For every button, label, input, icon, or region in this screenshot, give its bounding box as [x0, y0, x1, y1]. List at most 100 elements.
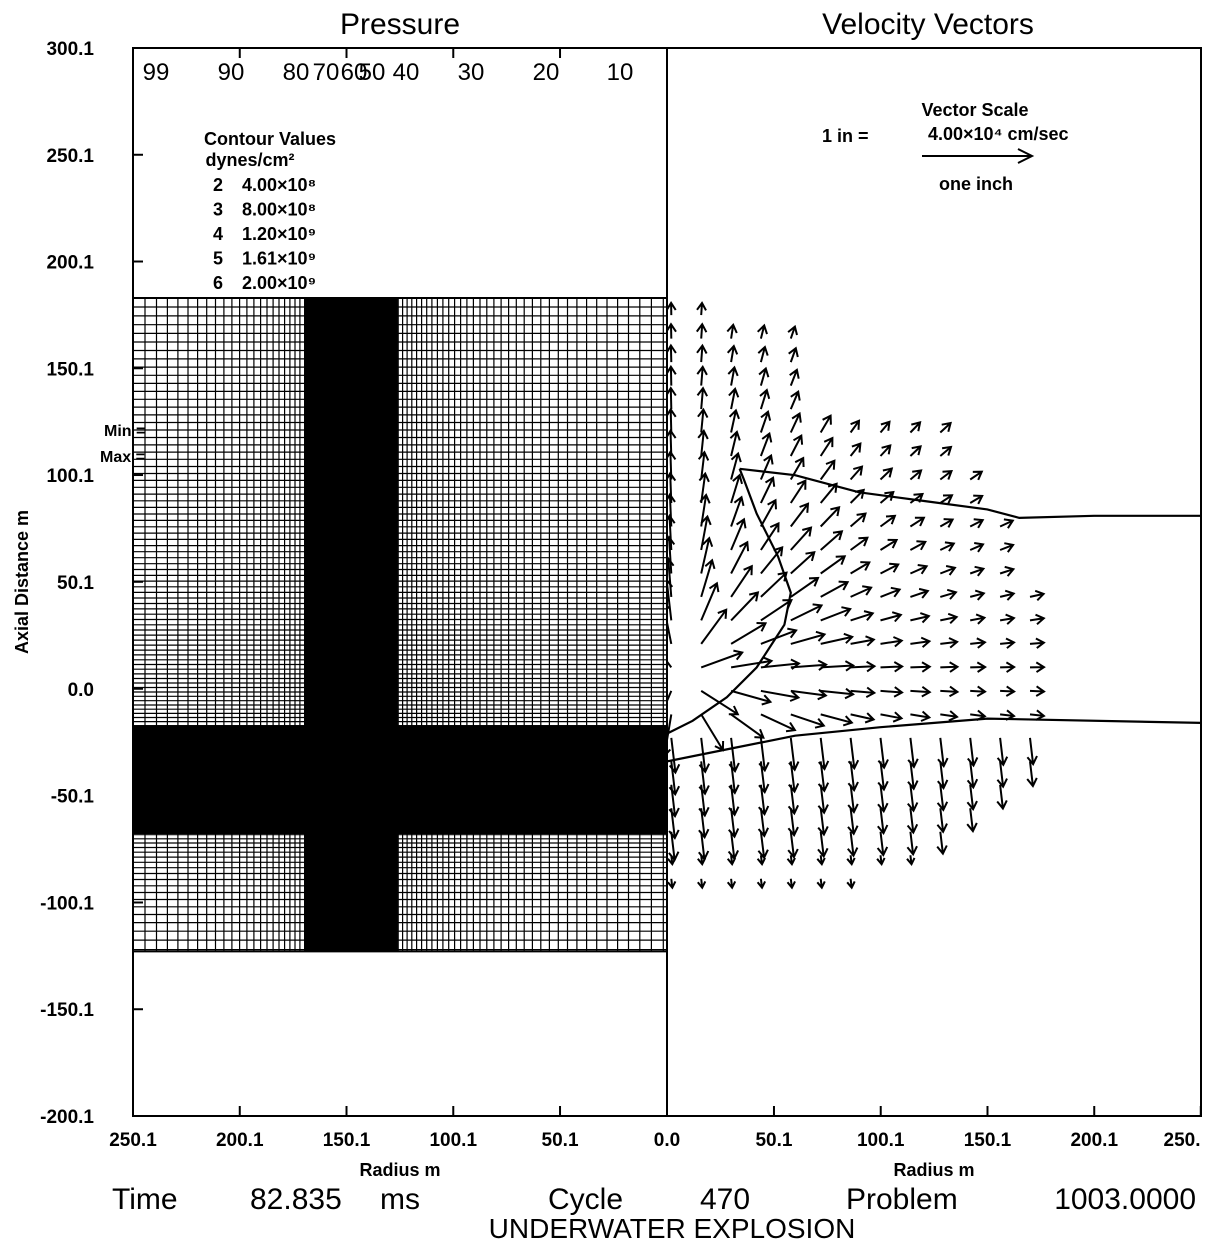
velocity-vector [760, 713, 797, 733]
velocity-vector [789, 411, 802, 433]
x-tick-label-left: 150.1 [323, 1130, 371, 1151]
velocity-vector [910, 710, 932, 722]
cycle-label: Cycle [548, 1183, 623, 1216]
vector-scale: Vector Scale 1 in = 4.00×10⁴ cm/sec one … [822, 100, 1069, 194]
velocity-vector [940, 612, 959, 625]
velocity-vector [787, 808, 799, 838]
velocity-vector [760, 627, 798, 645]
velocity-vector [879, 490, 895, 504]
velocity-vector [697, 407, 709, 433]
velocity-vector [846, 878, 856, 890]
velocity-vector [789, 479, 807, 504]
y-tick-label: 50.1 [57, 573, 94, 594]
velocity-vector [969, 589, 986, 601]
velocity-vector [846, 855, 856, 867]
velocity-vector [910, 636, 932, 648]
top-contour-label: 80 [283, 59, 310, 86]
velocity-vector [909, 469, 923, 481]
velocity-vector [966, 761, 979, 790]
velocity-vector [790, 713, 826, 729]
velocity-vector [789, 389, 801, 410]
velocity-vector [817, 784, 829, 815]
velocity-vector [879, 444, 892, 457]
velocity-vector [698, 471, 710, 504]
legend-entry-value: 4.00×10⁸ [242, 175, 316, 195]
velocity-vector [876, 855, 886, 867]
interface-curve-lower [667, 717, 1201, 763]
time-label: Time [112, 1183, 178, 1216]
velocity-vector [820, 713, 854, 727]
velocity-vector [850, 712, 876, 724]
velocity-vector [940, 685, 960, 698]
velocity-vector [849, 465, 864, 481]
velocity-vector [730, 473, 743, 504]
velocity-vector [847, 784, 859, 814]
x-tick-label-right: 50.1 [755, 1130, 792, 1151]
velocity-vector [880, 661, 904, 673]
velocity-vector [910, 661, 932, 673]
velocity-vector [730, 591, 760, 622]
legend-entry-value: 8.00×10⁸ [242, 200, 316, 220]
velocity-vector [667, 690, 673, 704]
velocity-vector [879, 467, 894, 481]
velocity-vector [790, 502, 810, 528]
velocity-vector [909, 421, 922, 434]
velocity-vector [700, 536, 714, 574]
left-panel-title: Pressure [340, 8, 460, 41]
velocity-vector [970, 685, 987, 697]
velocity-vector [730, 540, 750, 574]
velocity-vector [728, 408, 740, 433]
velocity-vector [906, 808, 919, 835]
velocity-vector [910, 612, 931, 624]
velocity-vector [790, 576, 820, 598]
velocity-vector [966, 808, 978, 833]
velocity-vector [730, 713, 765, 739]
velocity-vector [940, 661, 960, 673]
velocity-vector [667, 513, 676, 551]
velocity-vector [695, 322, 708, 339]
velocity-vector [730, 622, 768, 645]
velocity-vector [820, 606, 852, 622]
velocity-vector [880, 586, 902, 598]
velocity-vector [969, 518, 985, 529]
velocity-vector [820, 660, 856, 672]
y-tick-label: 150.1 [46, 359, 94, 380]
velocity-vector [789, 434, 804, 457]
footer: Time 82.835 ms Cycle 470 Problem 1003.00… [112, 1183, 1196, 1244]
velocity-vector [850, 610, 875, 622]
x-tick-label-left: 200.1 [216, 1130, 264, 1151]
velocity-vector [880, 562, 900, 575]
velocity-vector [759, 388, 771, 410]
velocity-vector [757, 323, 768, 339]
velocity-vector [819, 505, 841, 528]
velocity-vector [729, 430, 741, 457]
velocity-vector [939, 469, 953, 481]
velocity-vector [757, 345, 769, 363]
legend-backdrop [150, 120, 380, 294]
velocity-vector [730, 656, 774, 669]
top-contour-label: 90 [218, 59, 245, 86]
velocity-vector [880, 686, 904, 698]
velocity-vector [697, 855, 707, 867]
velocity-vector [1000, 685, 1016, 697]
top-contour-label: 40 [393, 59, 420, 86]
velocity-vector [937, 761, 949, 790]
legend-entry-index: 2 [213, 175, 223, 195]
velocity-vector [880, 611, 903, 623]
velocity-vector [819, 436, 834, 457]
velocity-vector [877, 761, 889, 792]
velocity-vector [727, 365, 739, 386]
velocity-vector [907, 761, 919, 791]
x-axis-label-right: Radius m [893, 1160, 974, 1180]
velocity-vector [667, 556, 675, 597]
problem-label: Problem [846, 1183, 958, 1216]
velocity-vector [697, 429, 709, 457]
velocity-vector [969, 494, 984, 505]
y-tick-label: 300.1 [46, 39, 94, 60]
velocity-vector [817, 831, 829, 859]
velocity-vector [996, 784, 1008, 811]
problem-value: 1003.0000 [1054, 1183, 1196, 1216]
velocity-vector [726, 878, 737, 890]
